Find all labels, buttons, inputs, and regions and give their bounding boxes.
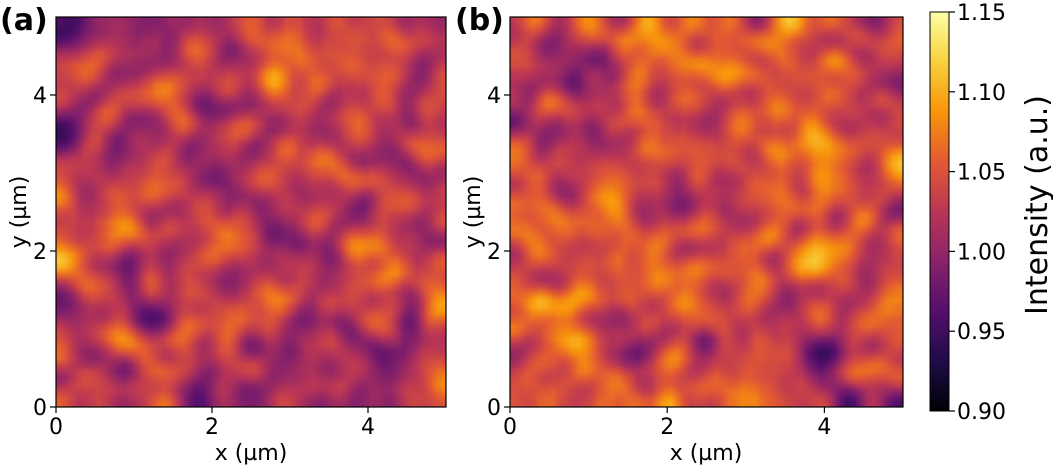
colorbar-tick-label: 1.15 (957, 1, 1006, 26)
panel-a-x-tick-label: 0 (49, 415, 63, 440)
colorbar-tick-label: 1.05 (957, 161, 1006, 186)
colorbar-label: Intensity (a.u.) (1020, 95, 1053, 315)
panel-b-y-tick-label: 4 (487, 84, 501, 109)
panel-b-x-tick-label: 0 (503, 415, 517, 440)
panel-b-x-tick-label: 2 (660, 415, 674, 440)
y-axis-label-a: y (µm) (7, 176, 32, 249)
panel-a-y-tick-label: 4 (33, 84, 47, 109)
x-axis-label-a: x (µm) (215, 441, 288, 465)
panel-label-b: (b) (455, 3, 504, 38)
colorbar-tick-label: 1.10 (957, 81, 1006, 106)
colorbar-tick-label: 0.90 (957, 400, 1006, 425)
panel-b-x-tick-label: 4 (817, 415, 831, 440)
x-axis-label-b: x (µm) (670, 441, 743, 465)
colorbar: 0.90 0.95 1.00 1.05 1.10 1.15 Intensity (a.u.… (929, 1, 1053, 425)
panel-a-y-tick-label: 0 (33, 396, 47, 421)
panel-label-a: (a) (0, 3, 48, 38)
panel-b-y-tick-label: 2 (487, 240, 501, 265)
heatmap-b-image (510, 17, 903, 407)
colorbar-gradient (929, 11, 950, 412)
colorbar-tick-label: 1.00 (957, 240, 1006, 265)
plot-frame-a (55, 16, 447, 408)
panel-a: (a) x (µm) y (µm) 0 2 4 0 2 4 (0, 3, 447, 465)
plot-frame-b (509, 16, 904, 408)
colorbar-tick-label: 0.95 (957, 320, 1006, 345)
panel-a-x-tick-label: 2 (205, 415, 219, 440)
y-axis-label-b: y (µm) (461, 176, 486, 249)
panel-a-x-tick-label: 4 (361, 415, 375, 440)
heatmap-a-image (56, 17, 446, 407)
panel-b: (b) x (µm) y (µm) 0 2 4 0 2 4 (455, 3, 904, 465)
panel-b-y-tick-label: 0 (487, 396, 501, 421)
panel-a-y-tick-label: 2 (33, 240, 47, 265)
